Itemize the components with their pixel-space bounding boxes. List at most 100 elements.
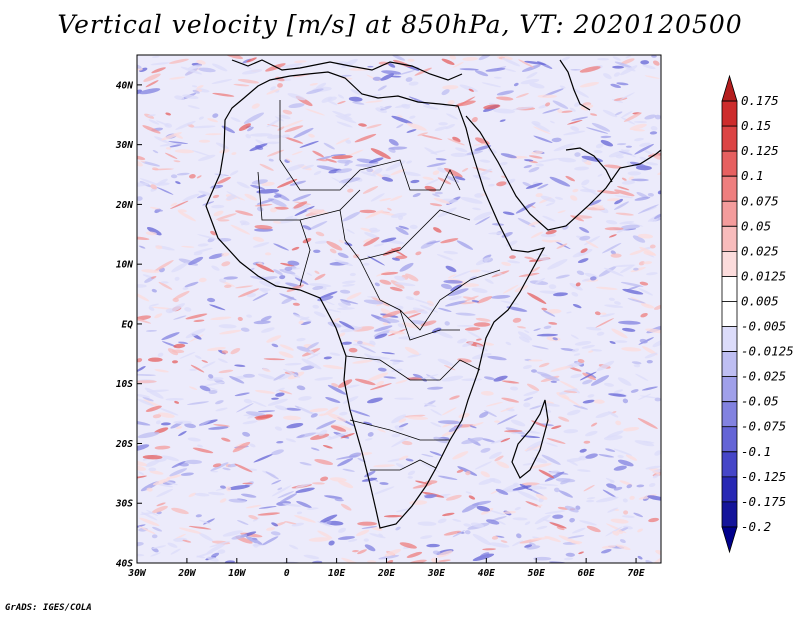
field-streak xyxy=(579,448,587,453)
field-streak xyxy=(497,414,518,425)
field-streak xyxy=(255,263,275,273)
field-streak xyxy=(533,328,541,331)
field-streak xyxy=(621,180,635,185)
field-streak xyxy=(244,193,258,201)
field-streak xyxy=(654,114,661,120)
persian-gulf-coastline xyxy=(565,147,613,183)
field-streak xyxy=(178,341,189,345)
field-streak xyxy=(635,373,649,381)
field-streak xyxy=(219,278,227,283)
field-streak xyxy=(381,174,391,178)
field-streak xyxy=(608,393,627,397)
field-streak xyxy=(638,261,645,266)
field-streak xyxy=(648,482,656,488)
field-streak xyxy=(510,419,526,427)
field-streak xyxy=(263,358,285,361)
field-streak xyxy=(595,286,618,290)
field-streak xyxy=(198,277,207,283)
field-streak xyxy=(230,347,241,355)
field-streak xyxy=(150,184,158,190)
field-streak xyxy=(556,526,565,531)
field-streak xyxy=(337,252,349,259)
field-streak xyxy=(328,168,342,174)
field-streak xyxy=(637,233,653,239)
field-streak xyxy=(501,397,520,403)
field-streak xyxy=(388,330,406,335)
field-streak xyxy=(277,126,285,131)
field-streak xyxy=(318,429,328,436)
field-streak xyxy=(535,493,548,500)
field-streak xyxy=(341,557,361,563)
colorbar-swatch xyxy=(721,276,738,302)
colorbar-label: -0.025 xyxy=(741,369,786,384)
field-streak xyxy=(323,495,343,499)
field-streak xyxy=(388,146,408,150)
field-streak xyxy=(207,491,225,496)
field-streak xyxy=(646,272,658,276)
field-streak xyxy=(391,115,413,125)
field-streak xyxy=(459,84,478,92)
field-streak xyxy=(173,160,181,163)
field-streak xyxy=(441,58,455,65)
field-streak xyxy=(340,74,352,77)
field-streak xyxy=(555,274,570,279)
field-streak xyxy=(237,520,249,525)
field-streak xyxy=(271,479,282,485)
field-streak xyxy=(341,341,352,345)
field-streak xyxy=(542,310,556,317)
field-streak xyxy=(444,167,463,178)
field-streak xyxy=(187,105,200,109)
field-streak xyxy=(474,461,492,470)
longitude-axis: 30W 20W 10W 0 10E 20E 30E 40E 50E 60E 70E xyxy=(127,558,645,579)
field-streak xyxy=(628,176,634,180)
field-streak xyxy=(164,152,178,160)
field-streak xyxy=(394,104,411,108)
colorbar-swatch xyxy=(721,250,738,277)
field-streak xyxy=(284,266,293,272)
field-streak xyxy=(577,359,585,363)
field-streak xyxy=(314,273,326,281)
field-streak xyxy=(615,212,634,216)
field-streak xyxy=(221,437,231,442)
field-streak xyxy=(137,64,142,69)
field-streak xyxy=(641,346,658,356)
field-streak xyxy=(491,535,499,540)
field-streak xyxy=(566,409,581,416)
field-streak xyxy=(407,416,429,420)
field-streak xyxy=(327,384,347,395)
field-streak xyxy=(137,460,148,467)
field-streak xyxy=(309,408,329,413)
field-streak xyxy=(323,142,335,150)
field-streak xyxy=(379,105,386,110)
field-streak xyxy=(173,343,186,349)
field-streak xyxy=(614,301,621,305)
field-streak xyxy=(141,161,161,167)
field-streak xyxy=(565,552,575,557)
field-streak xyxy=(619,92,635,100)
africa-coastline xyxy=(205,71,546,529)
field-streak xyxy=(189,386,198,391)
field-streak xyxy=(436,254,454,261)
field-streak xyxy=(472,533,492,546)
field-streak xyxy=(551,425,562,429)
colorbar-swatch xyxy=(721,326,738,352)
field-streak xyxy=(412,307,428,314)
field-streak xyxy=(308,537,331,542)
field-streak xyxy=(417,521,437,526)
field-streak xyxy=(222,530,243,537)
field-streak xyxy=(476,296,493,304)
field-streak xyxy=(338,527,347,533)
field-streak xyxy=(213,424,230,427)
field-streak xyxy=(157,352,164,357)
field-streak xyxy=(219,329,242,335)
field-streak xyxy=(338,239,344,244)
field-streak xyxy=(339,299,359,305)
field-streak xyxy=(145,460,160,467)
field-streak xyxy=(545,102,551,107)
field-streak xyxy=(444,321,450,326)
field-streak xyxy=(398,70,415,76)
field-streak xyxy=(220,485,226,489)
field-streak xyxy=(444,364,456,371)
field-streak xyxy=(169,76,186,80)
field-streak xyxy=(557,210,566,214)
